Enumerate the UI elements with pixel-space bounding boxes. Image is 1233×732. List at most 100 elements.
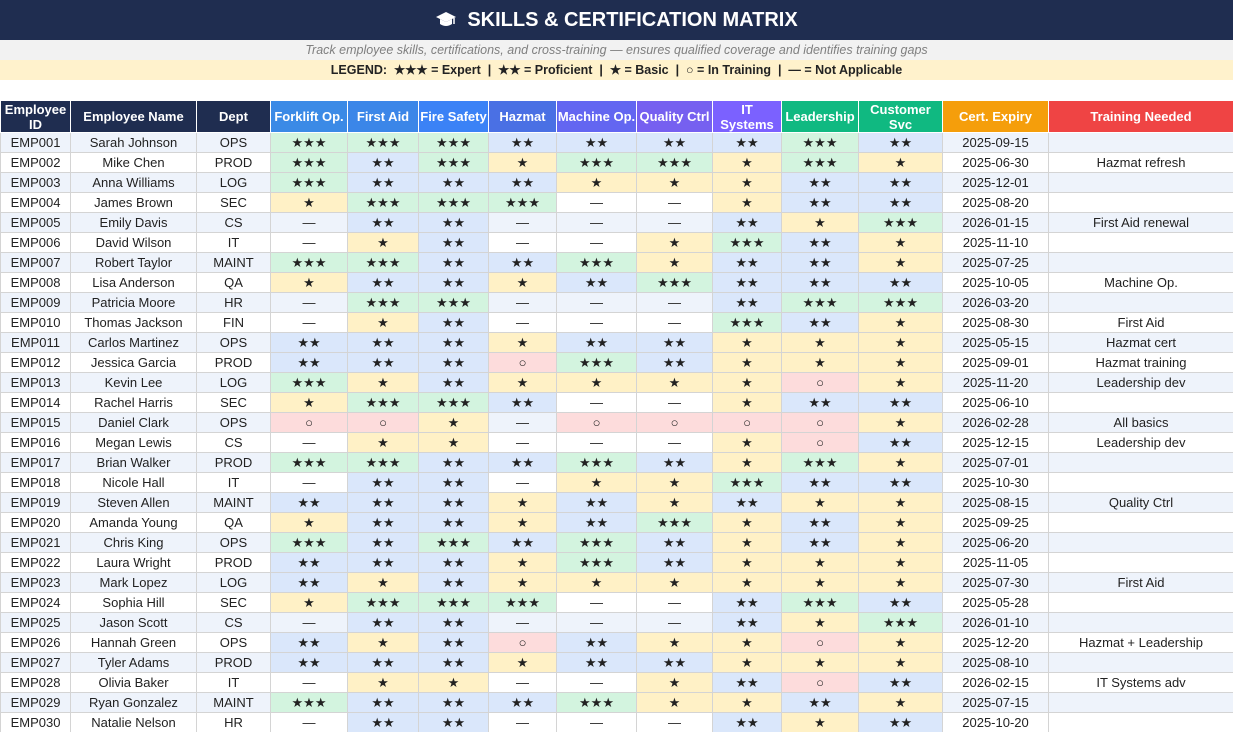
employee-row: EMP005 Emily Davis CS — ★★ ★★ — — — ★★ ★ ★★★ 2026-01… — [0, 212, 1233, 233]
cell: EMP019 — [0, 492, 71, 513]
skill-cell: ○ — [270, 412, 348, 433]
skill-cell: ★★ — [556, 132, 637, 153]
cell: QA — [196, 272, 271, 293]
skill-cell: ★★★ — [556, 152, 637, 173]
skill-cell: ★ — [418, 432, 489, 453]
employee-row: EMP025 Jason Scott CS — ★★ ★★ — — — ★★ ★ ★★★ 2026-01… — [0, 612, 1233, 633]
cell: EMP013 — [0, 372, 71, 393]
skill-cell: ★ — [347, 632, 419, 653]
skill-cell: ★ — [712, 392, 782, 413]
skill-cell: ★★ — [270, 572, 348, 593]
skill-cell: ★ — [270, 592, 348, 613]
skill-cell: ★★★ — [270, 372, 348, 393]
cell: PROD — [196, 352, 271, 373]
cell: 2025-06-10 — [942, 392, 1049, 413]
skill-cell: ★ — [858, 572, 943, 593]
skill-cell: ★★★ — [347, 252, 419, 273]
skill-cell: ★★ — [418, 512, 489, 533]
cell — [1048, 172, 1233, 193]
skill-cell: ★★★ — [270, 692, 348, 713]
skill-cell: ★★ — [488, 532, 557, 553]
skill-cell: — — [636, 712, 713, 732]
skill-cell: — — [488, 612, 557, 633]
skill-cell: ★★★ — [270, 132, 348, 153]
skill-cell: ★★ — [781, 232, 859, 253]
cell: OPS — [196, 532, 271, 553]
skill-cell: ○ — [781, 432, 859, 453]
skill-cell: ★ — [781, 332, 859, 353]
cell — [1048, 712, 1233, 732]
cell: Megan Lewis — [70, 432, 197, 453]
header-row: Employee ID Employee Name Dept Forklift Op.… — [0, 100, 1233, 133]
skill-cell: ★★ — [858, 472, 943, 493]
employee-row: EMP013 Kevin Lee LOG ★★★ ★ ★★ ★ ★ ★ ★ ○ ★ 2025-11-20… — [0, 372, 1233, 393]
column-header: Cert. Expiry — [942, 100, 1049, 133]
skill-cell: ★ — [270, 272, 348, 293]
employee-row: EMP008 Lisa Anderson QA ★ ★★ ★★ ★ ★★ ★★★ ★★ ★★ ★★ 20… — [0, 272, 1233, 293]
skill-cell: ★ — [347, 372, 419, 393]
cell: Anna Williams — [70, 172, 197, 193]
skill-cell: ★ — [270, 192, 348, 213]
cell: Jessica Garcia — [70, 352, 197, 373]
skill-cell: ★★ — [347, 352, 419, 373]
skill-cell: ★★ — [781, 312, 859, 333]
skill-cell: ★ — [347, 432, 419, 453]
skill-cell: ★ — [858, 552, 943, 573]
skill-cell: — — [270, 292, 348, 313]
skill-cell: ★★ — [347, 652, 419, 673]
skill-cell: ★ — [347, 672, 419, 693]
cell: Amanda Young — [70, 512, 197, 533]
skill-cell: ★ — [488, 272, 557, 293]
skill-cell: ★★★ — [488, 592, 557, 613]
cell: Machine Op. — [1048, 272, 1233, 293]
skill-cell: ★★ — [418, 632, 489, 653]
cell: Hazmat + Leadership — [1048, 632, 1233, 653]
skill-cell: ★ — [347, 312, 419, 333]
cell: HR — [196, 712, 271, 732]
skill-cell: ★★ — [418, 232, 489, 253]
skill-cell: ★★ — [347, 272, 419, 293]
skill-cell: ★★★ — [781, 152, 859, 173]
cell: 2025-05-28 — [942, 592, 1049, 613]
cell: Hazmat cert — [1048, 332, 1233, 353]
skill-cell: — — [488, 292, 557, 313]
skill-cell: ★ — [858, 232, 943, 253]
skill-cell: ★★ — [270, 632, 348, 653]
skill-cell: ★★★ — [858, 292, 943, 313]
column-header: First Aid — [347, 100, 419, 133]
skill-cell: — — [636, 612, 713, 633]
skill-cell: — — [556, 392, 637, 413]
column-header: IT Systems — [712, 100, 782, 133]
cell: EMP011 — [0, 332, 71, 353]
skill-cell: ★★ — [418, 712, 489, 732]
skill-cell: ★ — [712, 172, 782, 193]
skill-cell: ★★★ — [347, 452, 419, 473]
skill-cell: ★ — [858, 412, 943, 433]
skill-cell: ★★★ — [636, 272, 713, 293]
employee-row: EMP028 Olivia Baker IT — ★ ★ — — ★ ★★ ○ ★★ 2026-02-1… — [0, 672, 1233, 693]
skill-cell: ★★ — [858, 712, 943, 732]
skill-cell: — — [556, 592, 637, 613]
cell — [1048, 252, 1233, 273]
skill-cell: ★ — [636, 672, 713, 693]
skill-cell: ★★ — [858, 192, 943, 213]
skill-cell: ★★ — [556, 492, 637, 513]
cell: 2025-12-20 — [942, 632, 1049, 653]
skill-cell: ★ — [270, 512, 348, 533]
skill-cell: ○ — [781, 412, 859, 433]
cell: 2025-09-25 — [942, 512, 1049, 533]
cell: PROD — [196, 652, 271, 673]
skill-cell: — — [636, 432, 713, 453]
skill-cell: ★ — [636, 372, 713, 393]
skill-cell: ★★★ — [712, 232, 782, 253]
cell: First Aid renewal — [1048, 212, 1233, 233]
skill-cell: ★ — [858, 312, 943, 333]
skill-cell: ○ — [781, 372, 859, 393]
cell: EMP004 — [0, 192, 71, 213]
skill-cell: ★★★ — [556, 452, 637, 473]
skill-cell: ★ — [858, 152, 943, 173]
employee-row: EMP030 Natalie Nelson HR — ★★ ★★ — — — ★★ ★ ★★ 2025-… — [0, 712, 1233, 732]
skill-cell: ★★★ — [781, 452, 859, 473]
skill-cell: ★★★ — [347, 192, 419, 213]
cell: Thomas Jackson — [70, 312, 197, 333]
